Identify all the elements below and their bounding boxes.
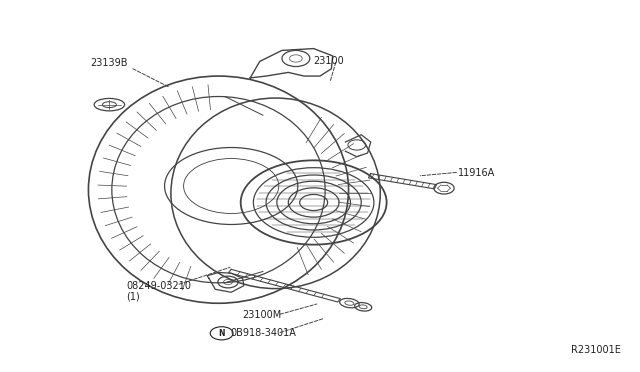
Text: 0B918-3401A: 0B918-3401A	[230, 328, 296, 338]
Text: 23100: 23100	[314, 57, 344, 67]
Text: 23100M: 23100M	[243, 310, 282, 320]
Text: 08249-03210: 08249-03210	[127, 280, 191, 291]
Text: 11916A: 11916A	[458, 168, 495, 178]
Text: R231001E: R231001E	[572, 344, 621, 355]
Text: N: N	[218, 329, 225, 338]
Text: (1): (1)	[127, 292, 140, 302]
Text: 23139B: 23139B	[90, 58, 128, 68]
